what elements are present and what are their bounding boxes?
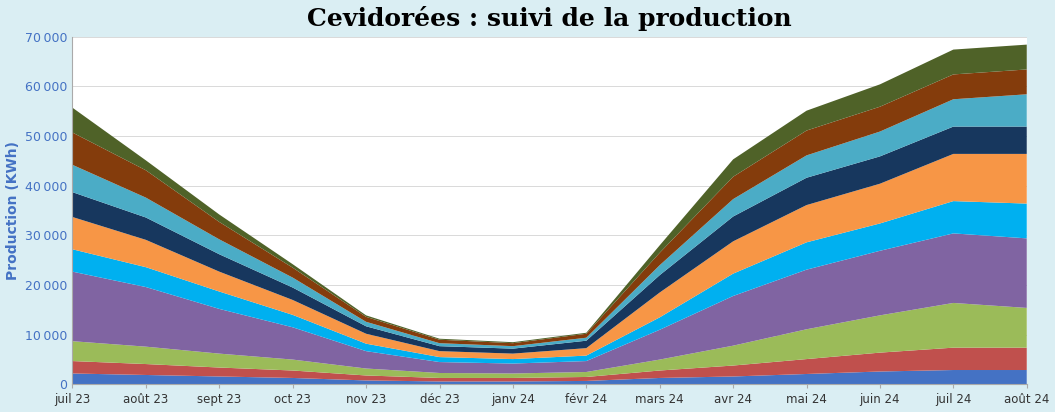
Y-axis label: Production (KWh): Production (KWh) [5,141,20,280]
Title: Cevidorées : suivi de la production: Cevidorées : suivi de la production [307,5,792,30]
